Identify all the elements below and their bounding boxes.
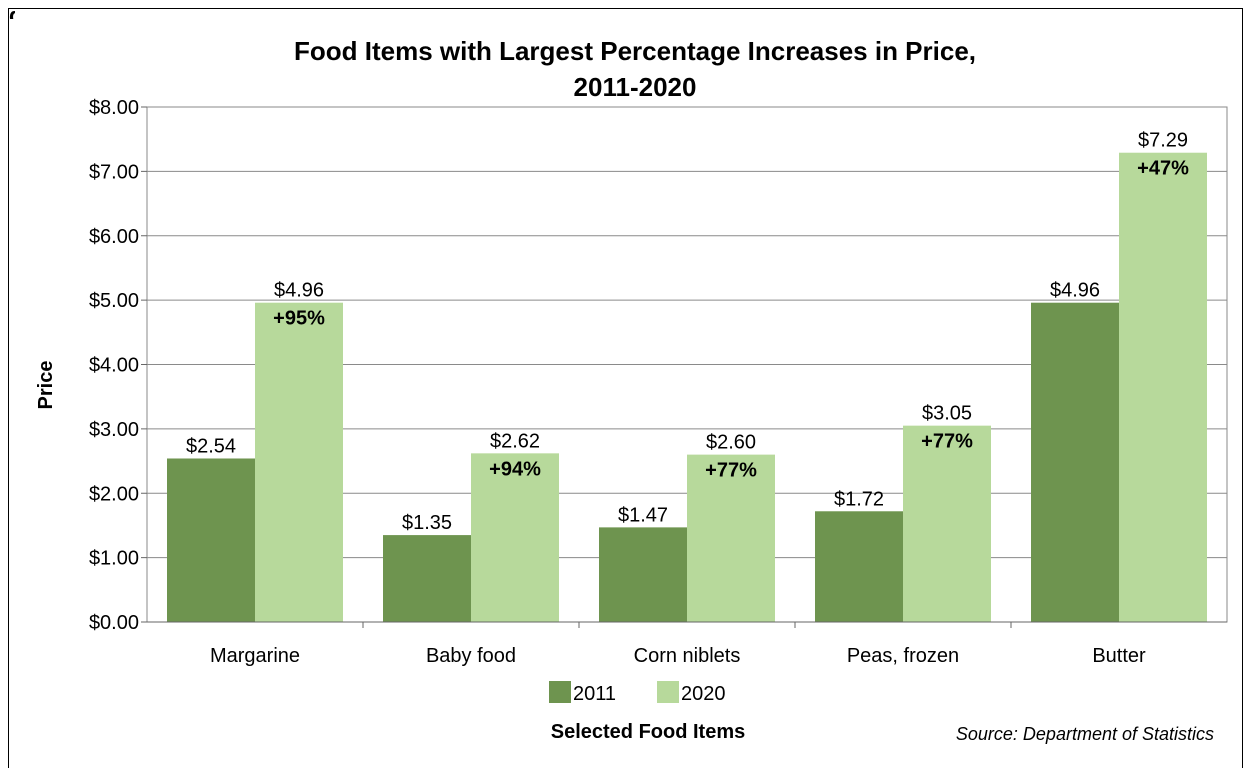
- x-tick-label: Margarine: [210, 645, 300, 667]
- percent-change-label: +77%: [921, 431, 973, 453]
- data-label: $1.35: [402, 512, 452, 534]
- chart-frame: g: [8, 5, 1243, 768]
- legend: 2011 2020: [549, 681, 726, 705]
- x-tick-label: Baby food: [426, 645, 516, 667]
- bar-2020: [1119, 152, 1207, 623]
- y-tick-label: $0.00: [89, 612, 139, 634]
- source-note: Source: Department of Statistics: [956, 724, 1214, 744]
- bar-2020: [687, 454, 775, 622]
- bar-2011: [167, 458, 255, 622]
- y-axis-title: Price: [35, 361, 57, 410]
- y-axis: $0.00 $1.00 $2.00 $3.00 $4.00 $5.00 $6.00 $7.00…: [89, 97, 147, 634]
- data-label: $1.72: [834, 488, 884, 510]
- legend-label: 2011: [573, 683, 616, 705]
- percent-change-label: +95%: [273, 308, 325, 330]
- y-tick-label: $8.00: [89, 97, 139, 119]
- chart-title-line-2: 2011-2020: [574, 72, 697, 102]
- bar-2020: [255, 302, 343, 622]
- chart-title-line-1: Food Items with Largest Percentage Incre…: [294, 36, 976, 66]
- legend-swatch-2011: [549, 681, 571, 703]
- data-label: $2.60: [706, 432, 756, 454]
- x-axis-title: Selected Food Items: [551, 721, 746, 743]
- bar-2011: [1031, 302, 1119, 622]
- x-tick-label: Butter: [1092, 645, 1146, 667]
- chart-title: Food Items with Largest Percentage Incre…: [294, 36, 976, 102]
- x-axis: Margarine Baby food Corn niblets Peas, froz…: [147, 621, 1227, 667]
- legend-label: 2020: [681, 683, 726, 705]
- x-tick-label: Peas, frozen: [847, 645, 959, 667]
- y-tick-label: $7.00: [89, 161, 139, 183]
- percent-change-label: +47%: [1137, 158, 1189, 180]
- legend-swatch-2020: [657, 681, 679, 703]
- bar-2020: [471, 453, 559, 622]
- y-tick-label: $5.00: [89, 290, 139, 312]
- y-tick-label: $1.00: [89, 548, 139, 570]
- percent-change-label: +94%: [489, 458, 541, 480]
- data-label: $2.54: [186, 435, 236, 457]
- bar-2011: [599, 527, 687, 622]
- data-label: $4.96: [274, 280, 324, 302]
- data-label: $2.62: [490, 430, 540, 452]
- bar-2011: [815, 511, 903, 622]
- x-tick-label: Corn niblets: [634, 645, 741, 667]
- bars: $2.54 $4.96 +95% $1.35 $2.62 +94% $1.47 $2.60 +7…: [167, 130, 1207, 623]
- data-label: $7.29: [1138, 130, 1188, 152]
- y-tick-label: $2.00: [89, 483, 139, 505]
- data-label: $3.05: [922, 403, 972, 425]
- bar-2011: [383, 535, 471, 622]
- percent-change-label: +77%: [705, 460, 757, 482]
- y-tick-label: $4.00: [89, 355, 139, 377]
- bar-2020: [903, 425, 991, 622]
- data-label: $4.96: [1050, 280, 1100, 302]
- cropped-figure-label: g: [9, 5, 15, 19]
- data-label: $1.47: [618, 504, 668, 526]
- y-tick-label: $3.00: [89, 419, 139, 441]
- y-tick-label: $6.00: [89, 226, 139, 248]
